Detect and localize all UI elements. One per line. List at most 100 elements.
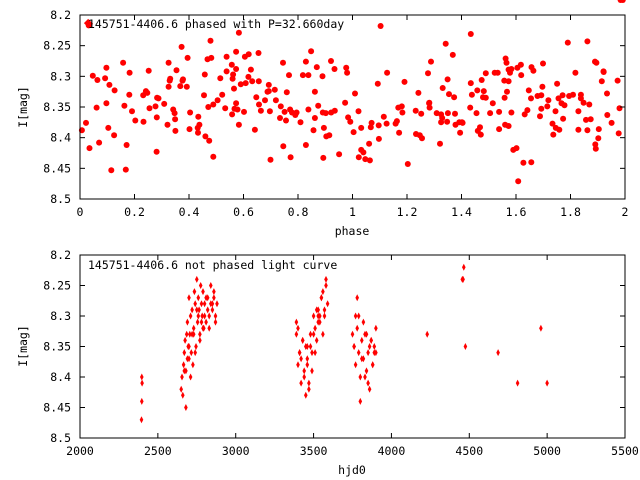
unphased-data-point <box>139 416 144 424</box>
unphased-data-point <box>201 324 205 332</box>
phased-data-point <box>202 133 209 140</box>
unphased-data-point <box>316 312 320 320</box>
phased-data-point <box>89 72 96 79</box>
phased-data-point <box>155 95 162 102</box>
phased-data-point <box>265 88 272 95</box>
phased-data-point <box>286 72 292 79</box>
unphased-data-point <box>140 379 144 387</box>
phased-data-point <box>477 131 484 138</box>
phased-data-point <box>266 108 273 115</box>
phased-data-point <box>319 73 326 80</box>
phased-x-tick-label: 0.4 <box>179 205 200 219</box>
phased-data-point <box>103 64 110 71</box>
unphased-data-point <box>372 343 377 350</box>
phased-y-tick-label: 8.25 <box>43 39 71 53</box>
unphased-data-point <box>539 324 543 332</box>
unphased-x-tick-label: 2500 <box>144 444 172 458</box>
unphased-data-point <box>352 343 356 350</box>
unphased-data-point <box>296 361 300 369</box>
phased-data-point <box>559 92 566 99</box>
phased-data-point <box>255 78 262 85</box>
phased-data-point <box>530 67 537 74</box>
phased-x-tick-label: 1.6 <box>506 205 527 219</box>
phased-data-point <box>235 29 242 36</box>
phased-legend: 145751-4406.6 phased with P=32.660day <box>83 17 344 31</box>
phased-data-point <box>311 88 318 95</box>
phased-data-point <box>418 110 425 117</box>
phased-data-point <box>467 104 474 111</box>
unphased-data-point <box>310 349 314 357</box>
phased-data-point <box>161 100 168 107</box>
unphased-data-point <box>363 373 367 381</box>
phased-data-point <box>350 129 357 136</box>
phased-data-point <box>595 135 602 142</box>
phased-data-point <box>228 61 235 68</box>
unphased-data-point <box>496 349 500 357</box>
unphased-data-point <box>358 397 363 405</box>
phased-data-point <box>396 129 403 136</box>
unphased-data-point <box>321 288 325 296</box>
unphased-data-point <box>191 361 195 369</box>
phased-data-point <box>336 151 343 158</box>
unphased-data-point <box>198 330 202 338</box>
phased-data-point <box>283 89 290 96</box>
unphased-data-point <box>360 355 364 363</box>
phased-data-point <box>366 157 373 164</box>
unphased-data-point <box>314 306 319 314</box>
unphased-data-point <box>194 343 198 350</box>
unphased-data-point <box>302 373 306 381</box>
phased-data-point <box>561 102 568 109</box>
phased-data-point <box>352 90 358 97</box>
phased-data-point <box>247 66 254 73</box>
unphased-data-point <box>461 275 465 283</box>
unphased-y-tick-label: 8.35 <box>43 340 71 354</box>
unphased-y-tick-label: 8.3 <box>50 309 71 323</box>
phased-data-point <box>501 94 508 101</box>
phased-data-point <box>234 106 241 113</box>
phased-data-point <box>575 126 582 133</box>
phased-data-point <box>444 76 451 83</box>
phased-data-point <box>555 95 562 102</box>
phased-data-point <box>525 87 532 94</box>
phased-data-point <box>415 89 422 96</box>
phased-data-point <box>111 87 118 94</box>
unphased-data-point <box>370 361 375 369</box>
phased-data-point <box>201 71 208 78</box>
unphased-x-tick-label: 4500 <box>455 444 483 458</box>
phased-data-point <box>262 97 268 104</box>
phased-data-point <box>233 100 240 107</box>
unphased-data-point <box>183 336 187 344</box>
unphased-data-point <box>195 275 199 283</box>
phased-data-point <box>320 124 327 131</box>
unphased-data-point <box>196 312 201 320</box>
phased-data-point <box>437 140 443 147</box>
unphased-x-tick-labels: 2000 2500 3000 3500 4000 4500 5000 5500 <box>66 444 639 458</box>
unphased-y-tick-label: 8.2 <box>50 248 71 262</box>
phased-data-point <box>444 110 451 117</box>
unphased-y-tick-label: 8.45 <box>43 401 71 415</box>
unphased-data-point <box>319 294 324 302</box>
phased-data-point <box>214 97 221 104</box>
phased-x-tick-label: 1.4 <box>451 205 472 219</box>
unphased-y-tick-label: 8.5 <box>50 431 71 445</box>
unphased-data-point <box>322 312 327 320</box>
unphased-legend-label: 145751-4406.6 not phased light curve <box>88 258 337 272</box>
unphased-x-axis-label: hjd0 <box>338 463 366 477</box>
unphased-data-point <box>204 318 208 326</box>
unphased-data-point <box>305 343 310 350</box>
phased-y-axis-label: I[mag] <box>16 86 30 128</box>
phased-data-point <box>577 91 584 98</box>
unphased-data-point <box>191 324 196 332</box>
phased-data-point <box>398 103 405 110</box>
phased-data-point <box>355 154 362 161</box>
phased-data-point <box>111 132 118 139</box>
phased-data-point <box>513 145 520 152</box>
phased-data-point <box>173 67 180 74</box>
phased-data-point <box>538 105 545 112</box>
phased-data-point <box>518 72 525 79</box>
phased-data-point <box>604 112 611 118</box>
phased-data-point <box>217 75 224 82</box>
unphased-data-point <box>300 336 305 344</box>
phased-data-point <box>120 59 127 66</box>
phased-data-point <box>184 54 191 61</box>
